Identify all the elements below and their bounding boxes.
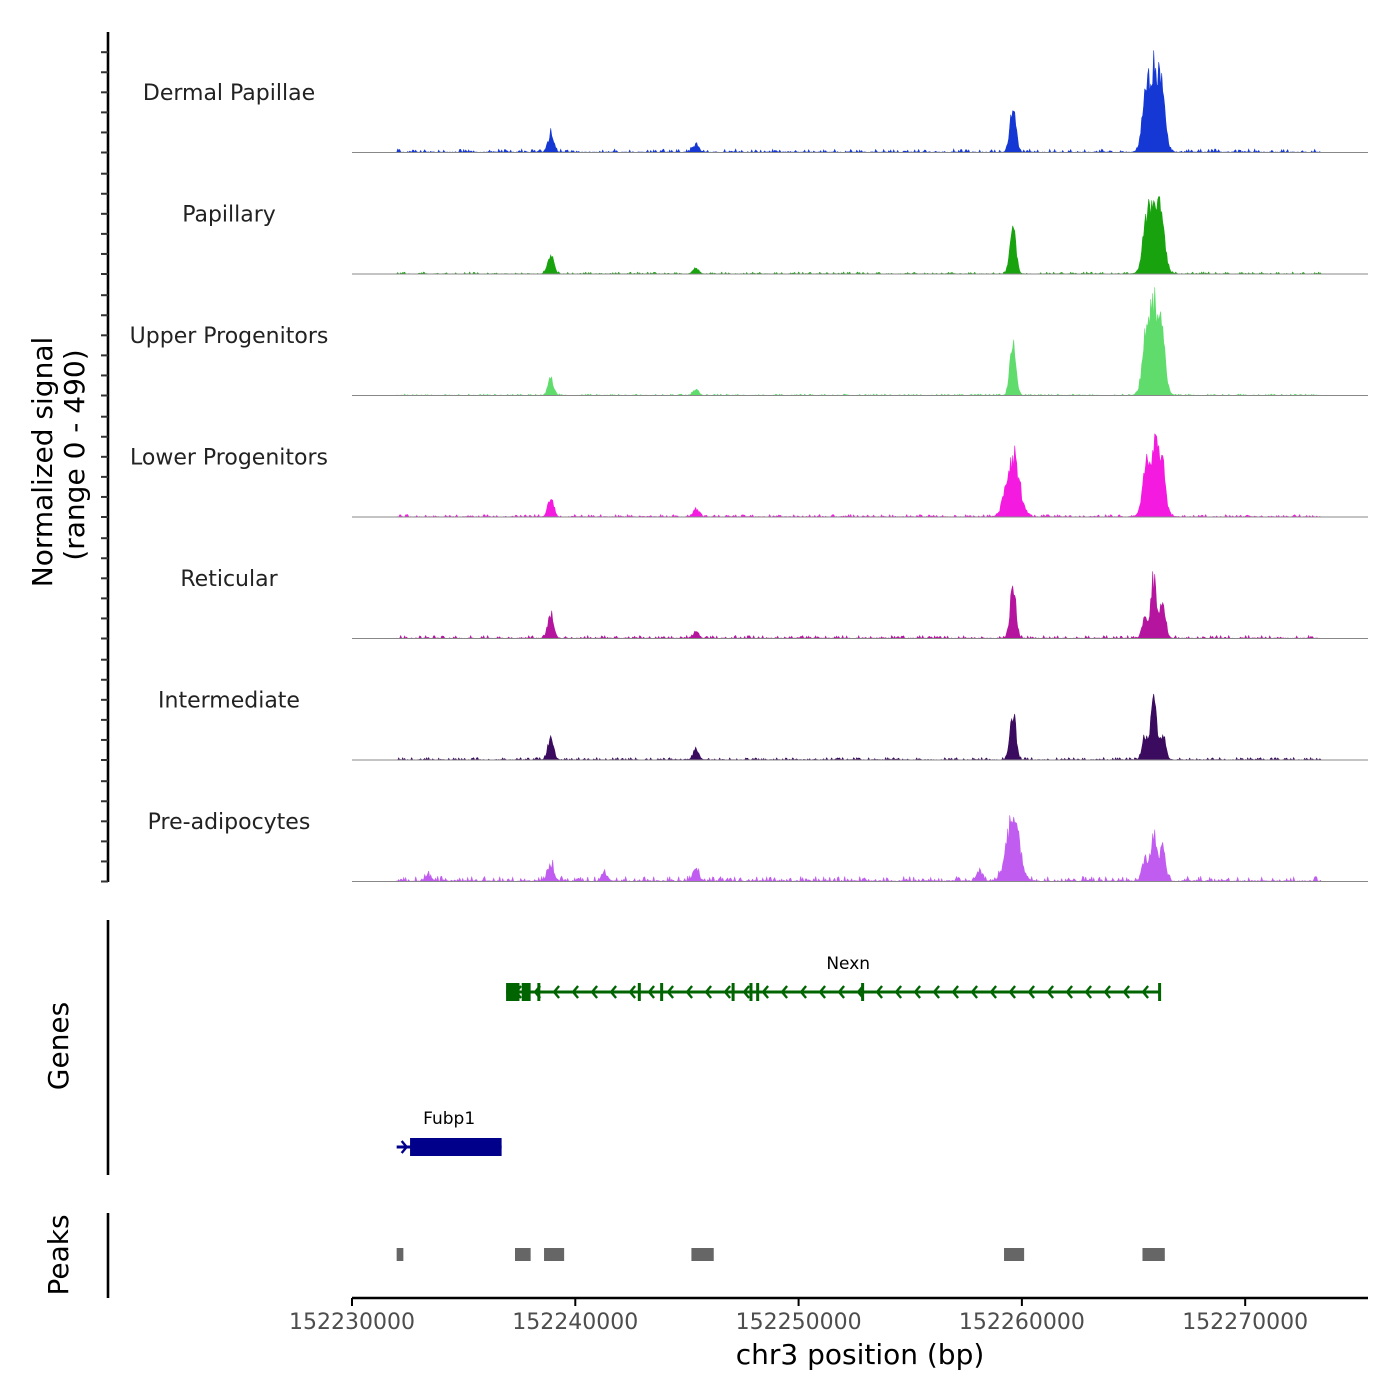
gene-label: Fubp1 [423,1109,475,1129]
exon [537,983,541,1001]
strand-chevron [1046,985,1054,999]
coverage-y-ticks [101,51,108,883]
strand-chevron [1065,985,1073,999]
coverage-area [396,50,1322,154]
exon [861,983,865,1001]
x-tick-label: 152260000 [959,1310,1085,1335]
strand-chevron [1008,985,1016,999]
exon [660,983,664,1001]
peak-region [396,1248,404,1261]
strand-chevron [723,985,731,999]
gene-models: Nexn Fubp1 [396,954,1162,1156]
coverage-tracks: Dermal Papillae Papillary Upper Progenitor… [130,50,1368,883]
strand-chevron [571,985,579,999]
strand-chevron [1103,985,1111,999]
peak-region [1004,1248,1025,1261]
exon [410,1138,502,1156]
strand-chevron [552,985,560,999]
track-pre-adipocytes: Pre-adipocytes [148,810,1368,883]
strand-chevron [894,985,902,999]
gene-label: Nexn [826,954,870,974]
strand-chevron [970,985,978,999]
track-upper-progenitors: Upper Progenitors [130,287,1368,397]
x-tick-label: 152270000 [1182,1310,1308,1335]
strand-chevron [761,985,769,999]
track-dermal-papillae: Dermal Papillae [143,50,1368,154]
strand-chevron [818,985,826,999]
exon [749,983,753,1001]
track-label: Intermediate [158,689,300,714]
strand-chevron [951,985,959,999]
strand-chevron [666,985,674,999]
exon [731,983,735,1001]
x-axis: 152230000 152240000 152250000 152260000 1522… [289,1296,1368,1371]
peak-region [691,1248,714,1261]
strand-chevron [400,1140,409,1154]
exon [1158,983,1162,1001]
peaks-panel: Peaks [42,1213,1165,1298]
strand-chevron [837,985,845,999]
track-lower-progenitors: Lower Progenitors [130,433,1368,518]
strand-chevron [685,985,693,999]
strand-chevron [875,985,883,999]
exon [756,983,760,1001]
track-papillary: Papillary [182,196,1368,275]
strand-chevron [704,985,712,999]
strand-chevron [742,985,750,999]
coverage-area [396,196,1322,275]
track-label: Pre-adipocytes [148,810,311,835]
track-intermediate: Intermediate [158,689,1368,761]
x-axis-ticks: 152230000 152240000 152250000 152260000 1522… [289,1298,1308,1335]
x-tick-label: 152240000 [512,1310,638,1335]
strand-chevron [609,985,617,999]
strand-chevron [647,985,655,999]
genes-y-label: Genes [42,1002,75,1090]
peak-regions [396,1248,1165,1261]
coverage-y-label-line2: (range 0 - 490) [58,349,91,560]
peak-region [515,1248,531,1261]
coverage-area [396,433,1322,518]
genes-panel: Genes Nexn Fubp1 [42,920,1162,1175]
strand-chevron [1122,985,1130,999]
strand-chevron [913,985,921,999]
track-label: Dermal Papillae [143,81,315,106]
track-reticular: Reticular [180,567,1368,640]
track-label: Reticular [180,567,278,592]
track-label: Papillary [182,203,276,228]
strand-chevron [1084,985,1092,999]
coverage-area [396,287,1322,397]
strand-chevron [932,985,940,999]
coverage-area [396,571,1322,640]
peak-region [1142,1248,1165,1261]
track-label: Upper Progenitors [130,324,329,349]
strand-chevron [780,985,788,999]
x-tick-label: 152250000 [736,1310,862,1335]
exon [521,983,531,1001]
strand-chevron [590,985,598,999]
gene-nexn: Nexn [506,954,1162,1001]
track-label: Lower Progenitors [130,446,328,471]
strand-chevron [1027,985,1035,999]
peak-region [544,1248,565,1261]
gene-fubp1: Fubp1 [396,1109,502,1156]
peaks-y-label: Peaks [42,1214,75,1295]
coverage-area [396,815,1322,883]
strand-chevron [1141,985,1149,999]
coverage-panel: Normalized signal (range 0 - 490) Dermal… [26,32,1368,883]
coverage-y-label-line1: Normalized signal [26,337,59,588]
strand-chevron [799,985,807,999]
x-axis-label: chr3 position (bp) [736,1338,985,1371]
strand-chevron [628,985,636,999]
coverage-area [396,693,1322,761]
strand-chevron [989,985,997,999]
x-tick-label: 152230000 [289,1310,415,1335]
exon [637,983,641,1001]
exon [506,983,520,1001]
